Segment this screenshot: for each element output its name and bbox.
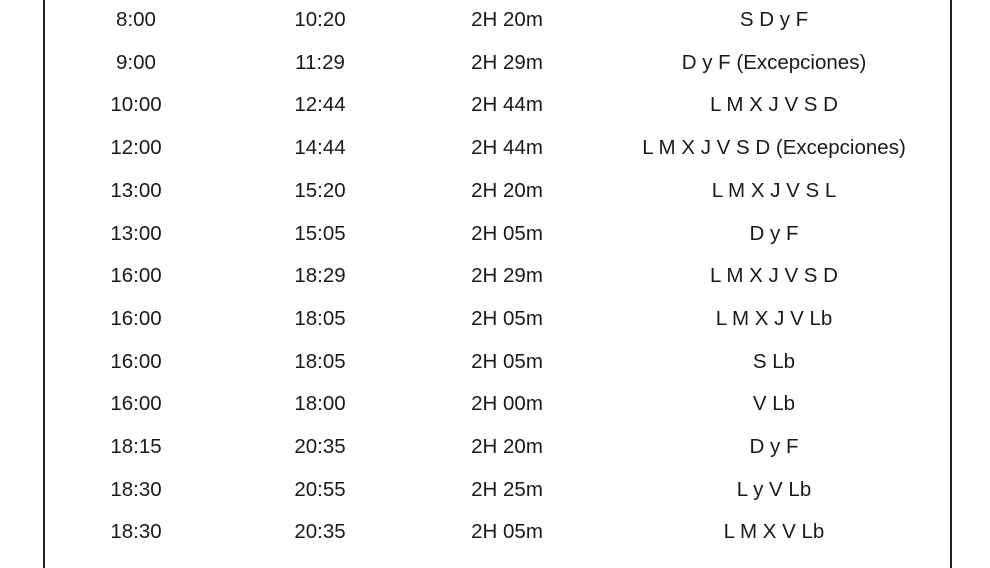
table-row: 13:00 15:20 2H 20m L M X J V S L: [0, 176, 990, 206]
table-row: 18:15 20:35 2H 20m D y F: [0, 432, 990, 462]
arrival-time-cell: 15:05: [294, 221, 346, 245]
table-row: 18:30 20:55 2H 25m L y V Lb: [0, 475, 990, 505]
arrival-time-cell: 10:20: [294, 8, 346, 31]
arrival-time-cell: 18:00: [294, 392, 346, 416]
days-cell: S D y F: [739, 8, 809, 31]
days-cell: V Lb: [752, 392, 796, 416]
table-row: 16:00 18:05 2H 05m L M X J V Lb: [0, 304, 990, 334]
duration-cell: 2H 44m: [471, 93, 543, 117]
days-cell: L y V Lb: [736, 477, 812, 501]
duration-cell: 2H 20m: [471, 8, 543, 31]
days-cell: D y F: [749, 221, 799, 245]
table-row: 10:00 12:44 2H 44m L M X J V S D: [0, 90, 990, 120]
days-cell: L M X V Lb: [723, 520, 825, 544]
duration-cell: 2H 05m: [471, 520, 543, 544]
arrival-time-cell: 11:29: [295, 50, 345, 74]
table-frame: [43, 0, 952, 568]
departure-time-cell: 18:30: [110, 520, 162, 544]
arrival-time-cell: 18:05: [294, 349, 346, 373]
table-row: 16:00 18:05 2H 05m S Lb: [0, 347, 990, 377]
departure-time-cell: 16:00: [110, 349, 162, 373]
table-row: 12:00 14:44 2H 44m L M X J V S D (Excepcion…: [0, 133, 990, 163]
departure-time-cell: 18:15: [110, 435, 162, 458]
departure-time-cell: 9:00: [116, 50, 156, 74]
departure-time-cell: 16:00: [110, 264, 162, 288]
duration-cell: 2H 29m: [471, 50, 543, 74]
days-cell: L M X J V S D: [710, 264, 838, 288]
arrival-time-cell: 15:20: [294, 178, 346, 202]
arrival-time-cell: 20:55: [294, 477, 346, 501]
departure-time-cell: 13:00: [110, 178, 162, 202]
days-cell: L M X J V S L: [711, 178, 837, 202]
table-row: 18:30 20:35 2H 05m L M X V Lb: [0, 517, 990, 547]
duration-cell: 2H 25m: [471, 477, 543, 501]
arrival-time-cell: 14:44: [294, 136, 346, 160]
departure-time-cell: 10:00: [110, 93, 162, 117]
arrival-time-cell: 18:29: [294, 264, 346, 288]
days-cell: L M X J V S D: [710, 93, 838, 117]
departure-time-cell: 16:00: [110, 306, 162, 330]
arrival-time-cell: 20:35: [294, 435, 346, 458]
duration-cell: 2H 05m: [471, 349, 543, 373]
days-cell: L M X J V Lb: [715, 306, 833, 330]
duration-cell: 2H 05m: [471, 221, 543, 245]
duration-cell: 2H 20m: [471, 435, 543, 458]
days-cell: S Lb: [752, 349, 796, 373]
table-row: 13:00 15:05 2H 05m D y F: [0, 219, 990, 249]
days-cell: L M X J V S D (Excepciones): [642, 136, 906, 160]
days-cell: D y F (Excepciones): [681, 50, 867, 74]
arrival-time-cell: 12:44: [294, 93, 346, 117]
departure-time-cell: 18:30: [110, 477, 162, 501]
table-row: 8:00 10:20 2H 20m S D y F: [0, 5, 990, 35]
duration-cell: 2H 20m: [471, 178, 543, 202]
table-row: 16:00 18:29 2H 29m L M X J V S D: [0, 261, 990, 291]
duration-cell: 2H 29m: [471, 264, 543, 288]
duration-cell: 2H 05m: [471, 306, 543, 330]
departure-time-cell: 13:00: [110, 221, 162, 245]
days-cell: D y F: [749, 435, 799, 458]
table-row: 9:00 11:29 2H 29m D y F (Excepciones): [0, 48, 990, 78]
arrival-time-cell: 18:05: [294, 306, 346, 330]
departure-time-cell: 12:00: [110, 136, 162, 160]
departure-time-cell: 16:00: [110, 392, 162, 416]
table-row: 16:00 18:00 2H 00m V Lb: [0, 389, 990, 419]
duration-cell: 2H 44m: [471, 136, 543, 160]
duration-cell: 2H 00m: [471, 392, 543, 416]
arrival-time-cell: 20:35: [294, 520, 346, 544]
departure-time-cell: 8:00: [116, 8, 156, 31]
